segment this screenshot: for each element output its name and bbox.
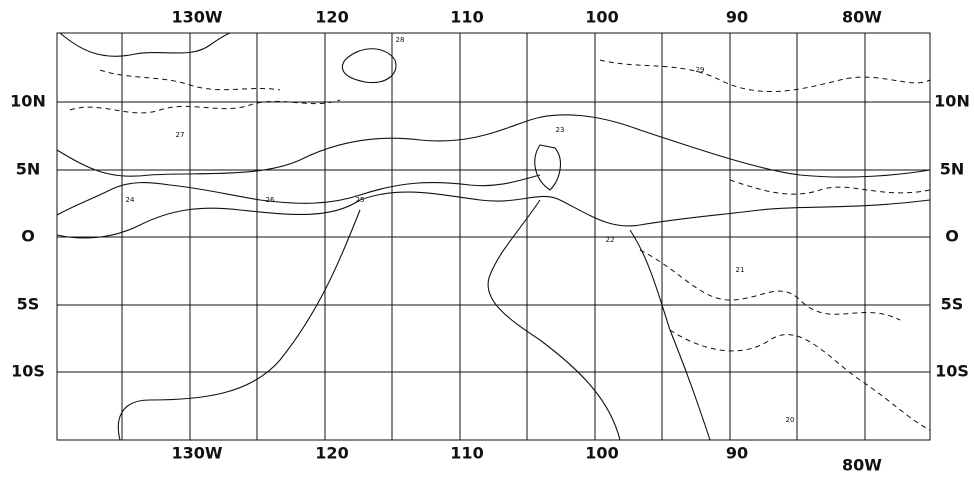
- contour-label: 26: [266, 196, 275, 204]
- latitude-label: 10S: [935, 362, 969, 381]
- contour-label: 28: [396, 36, 405, 44]
- latitude-label: O: [945, 227, 959, 246]
- graticule: [57, 33, 930, 440]
- latitude-label: 5S: [17, 295, 40, 314]
- latitude-label: 10N: [934, 92, 970, 111]
- longitude-label: 130W: [171, 444, 222, 463]
- longitude-label: 120: [315, 8, 348, 27]
- longitude-label: 130W: [171, 8, 222, 27]
- latitude-label: 5N: [940, 160, 965, 179]
- latitude-label: O: [21, 227, 35, 246]
- longitude-label: 110: [450, 444, 483, 463]
- contour-label: 29: [696, 66, 705, 74]
- contours: [56, 32, 931, 441]
- longitude-label: 100: [585, 8, 618, 27]
- latitude-label: 5N: [16, 160, 41, 179]
- latitude-label: 10N: [10, 92, 46, 111]
- longitude-label: 120: [315, 444, 348, 463]
- contour-label: 21: [736, 266, 745, 274]
- longitude-label: 80W: [842, 8, 882, 27]
- contour-label: 22: [606, 236, 615, 244]
- longitude-label: 90: [726, 8, 748, 27]
- contour-label: 27: [176, 131, 185, 139]
- longitude-label: 100: [585, 444, 618, 463]
- contour-label: 23: [556, 126, 565, 134]
- contour-label: 25: [356, 196, 365, 204]
- latitude-label: 10S: [11, 362, 45, 381]
- longitude-label: 80W: [842, 456, 882, 475]
- longitude-label: 90: [726, 444, 748, 463]
- contour-label: 24: [126, 196, 135, 204]
- contour-label: 20: [786, 416, 795, 424]
- longitude-label: 110: [450, 8, 483, 27]
- latitude-label: 5S: [941, 295, 964, 314]
